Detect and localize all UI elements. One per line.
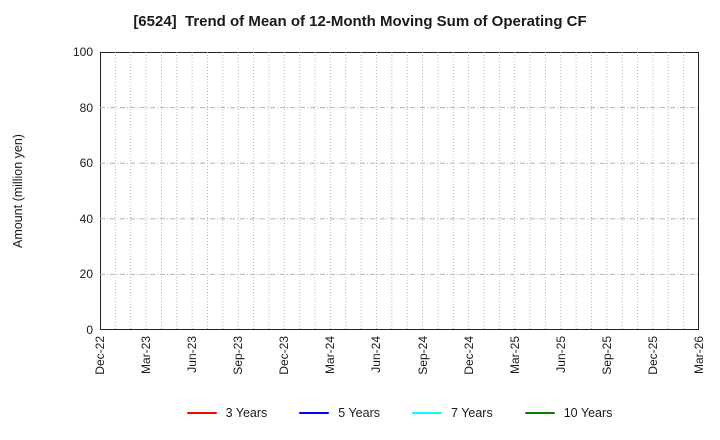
legend-line-swatch: [412, 411, 443, 415]
legend-item: 10 Years: [524, 406, 613, 420]
y-tick-label: 40: [79, 211, 93, 226]
chart-title: [6524] Trend of Mean of 12-Month Moving …: [133, 13, 587, 30]
x-tick-label: Dec-23: [277, 336, 292, 375]
legend: 3 Years 5 Years 7 Years 10 Years: [100, 406, 699, 420]
x-tick-label: Jun-23: [185, 336, 200, 373]
x-tick-label: Dec-22: [93, 336, 107, 375]
grid-lines: [100, 52, 699, 330]
x-tick-label: Sep-23: [231, 336, 246, 375]
x-tick-label: Sep-25: [599, 336, 614, 375]
legend-label: 3 Years: [225, 406, 268, 420]
x-tick-label: Jun-24: [369, 336, 384, 373]
x-tick-label: Dec-24: [461, 336, 476, 375]
plot-area: [100, 52, 699, 330]
legend-item: 7 Years: [412, 406, 493, 420]
x-tick-label: Mar-25: [507, 336, 522, 375]
y-tick-label: 100: [72, 45, 93, 59]
x-tick-label: Mar-23: [139, 336, 154, 375]
y-tick-label: 0: [86, 323, 93, 337]
legend-item: 5 Years: [299, 406, 380, 420]
x-tick-label: Sep-24: [415, 336, 430, 375]
y-axis-label: Amount (million yen): [11, 134, 25, 248]
x-tick-label: Dec-25: [645, 336, 660, 375]
legend-line-swatch: [299, 411, 330, 415]
legend-label: 5 Years: [338, 406, 381, 420]
x-tick-label: Mar-24: [323, 336, 338, 375]
y-tick-label: 20: [79, 267, 93, 282]
legend-item: 3 Years: [186, 406, 268, 420]
y-tick-label: 80: [79, 100, 93, 115]
legend-label: 10 Years: [563, 406, 613, 420]
legend-line-swatch: [524, 411, 555, 415]
x-tick-label: Mar-26: [692, 336, 706, 375]
legend-label: 7 Years: [451, 406, 493, 420]
y-tick-label: 60: [79, 156, 93, 171]
legend-line-swatch: [186, 411, 217, 415]
x-tick-label: Jun-25: [553, 336, 568, 373]
